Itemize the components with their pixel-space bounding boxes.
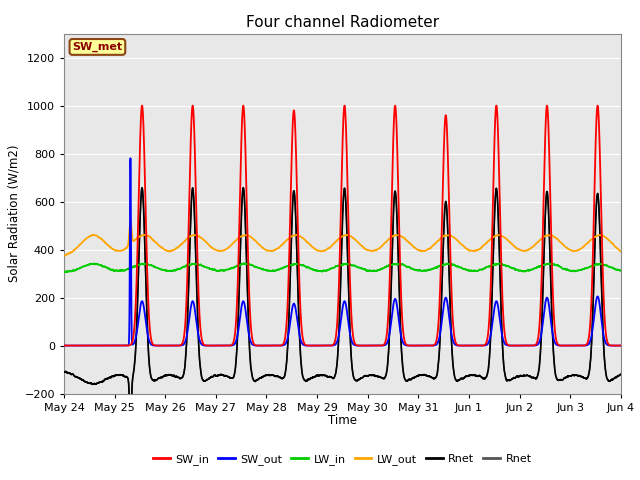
Y-axis label: Solar Radiation (W/m2): Solar Radiation (W/m2) [7,145,20,282]
Text: SW_met: SW_met [72,42,122,52]
Legend: SW_in, SW_out, LW_in, LW_out, Rnet, Rnet: SW_in, SW_out, LW_in, LW_out, Rnet, Rnet [149,450,536,469]
Title: Four channel Radiometer: Four channel Radiometer [246,15,439,30]
X-axis label: Time: Time [328,414,357,427]
